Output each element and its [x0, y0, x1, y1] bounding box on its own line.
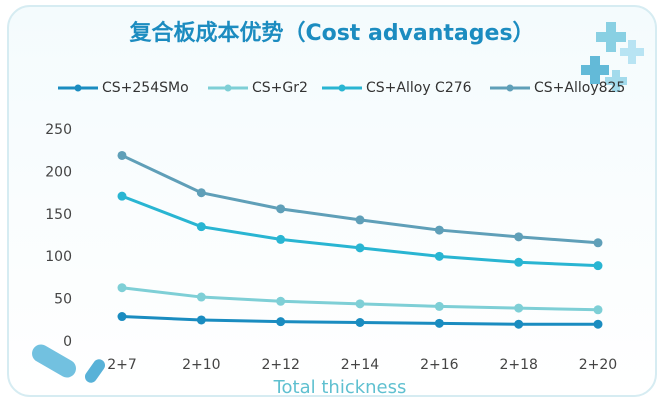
data-point — [594, 238, 603, 247]
x-tick-label: 2+7 — [107, 357, 137, 373]
legend-label: CS+Gr2 — [252, 80, 308, 96]
x-tick-label: 2+16 — [420, 357, 459, 373]
data-point — [356, 299, 365, 308]
card — [8, 6, 656, 396]
data-point — [594, 305, 603, 314]
y-tick-label: 100 — [45, 249, 72, 265]
y-tick-label: 150 — [45, 207, 72, 223]
data-point — [118, 283, 127, 292]
data-point — [514, 320, 523, 329]
x-axis-label: Total thickness — [273, 377, 407, 398]
data-point — [197, 293, 206, 302]
x-tick-label: 2+12 — [261, 357, 299, 373]
x-tick-label: 2+10 — [182, 357, 220, 373]
y-tick-label: 200 — [45, 164, 72, 180]
data-point — [197, 315, 206, 324]
legend-marker — [75, 85, 82, 92]
data-point — [514, 304, 523, 313]
x-tick-label: 2+14 — [341, 357, 380, 373]
data-point — [514, 258, 523, 267]
y-tick-label: 250 — [45, 122, 72, 138]
data-point — [594, 261, 603, 270]
data-point — [276, 235, 285, 244]
data-point — [356, 243, 365, 252]
chart-title: 复合板成本优势（Cost advantages） — [128, 20, 534, 46]
data-point — [276, 204, 285, 213]
legend-label: CS+254SMo — [102, 80, 189, 96]
data-point — [514, 232, 523, 241]
legend-marker — [339, 85, 346, 92]
data-point — [118, 312, 127, 321]
data-point — [594, 320, 603, 329]
data-point — [356, 215, 365, 224]
data-point — [276, 317, 285, 326]
data-point — [435, 252, 444, 261]
legend-label: CS+Alloy825 — [534, 80, 625, 96]
data-point — [118, 151, 127, 160]
data-point — [435, 302, 444, 311]
y-tick-label: 0 — [63, 334, 72, 350]
data-point — [276, 297, 285, 306]
legend-marker — [225, 85, 232, 92]
data-point — [435, 319, 444, 328]
legend-marker — [507, 85, 514, 92]
x-tick-label: 2+18 — [499, 357, 537, 373]
x-tick-label: 2+20 — [579, 357, 617, 373]
data-point — [356, 318, 365, 327]
data-point — [197, 188, 206, 197]
chart: 复合板成本优势（Cost advantages） Total thickness… — [0, 0, 663, 401]
data-point — [435, 226, 444, 235]
data-point — [118, 192, 127, 201]
data-point — [197, 222, 206, 231]
legend-label: CS+Alloy C276 — [366, 80, 472, 96]
y-tick-label: 50 — [54, 292, 72, 308]
